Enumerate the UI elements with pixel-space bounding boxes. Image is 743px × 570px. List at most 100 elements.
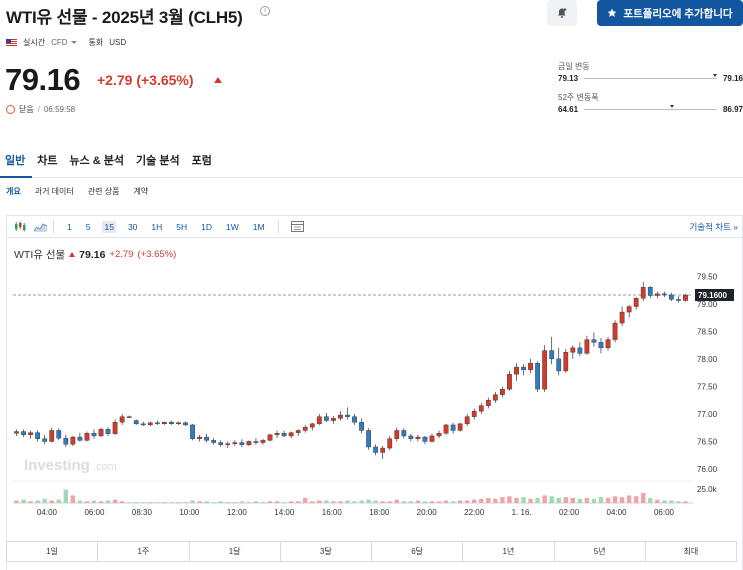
volume-bar [296,501,301,503]
period-6m[interactable]: 6달 [372,542,464,561]
y-tick-label: 76.00 [697,465,718,474]
volume-bar [28,501,33,503]
volume-bar [253,501,259,503]
add-to-portfolio-button[interactable]: 포트폴리오에 추가합니다 [597,0,743,26]
candle-body [352,416,357,423]
volume-bar [49,500,54,503]
chart-toolbar: 1 5 15 30 1H 5H 1D 1W 1M 기술적 차트 » [7,216,743,238]
volume-bar [21,499,26,503]
volume-tick-label: 25.0k [697,485,718,494]
area-chart-icon[interactable] [33,221,47,233]
x-tick-label: 16:00 [322,508,343,517]
candle-body [443,424,449,434]
last-price: 79.16 [5,62,81,97]
interval-1m[interactable]: 1M [252,221,265,232]
interval-1[interactable]: 1 [67,221,72,232]
period-5y[interactable]: 5년 [555,542,646,561]
volume-bar [401,501,406,503]
chart-price: 79.16 [79,248,106,261]
day-high: 79.16 [722,74,743,83]
x-tick-label: 06:00 [654,508,675,517]
candle-body [56,430,62,439]
candle-body [521,366,526,371]
period-1m[interactable]: 1달 [190,542,281,561]
candle-body [640,287,646,299]
x-tick-label: 14:00 [274,508,295,517]
interval-5h[interactable]: 5H [176,221,188,232]
up-triangle-icon [69,252,76,257]
x-tick-label: 20:00 [417,508,438,517]
candle-body [591,339,597,343]
interval-1d[interactable]: 1D [201,221,213,232]
interval-1h[interactable]: 1H [151,221,163,232]
x-tick-label: 02:00 [559,508,580,517]
volume-bar [162,502,167,503]
candle-body [661,293,667,296]
candle-body [105,429,111,434]
candle-body [500,388,505,395]
volume-bar [56,499,61,503]
volume-bar [303,497,308,503]
info-icon[interactable]: i [260,6,270,16]
period-1y[interactable]: 1년 [463,542,555,561]
volume-bar [232,502,237,503]
volume-bar [612,496,618,503]
volume-bar [183,502,188,503]
interval-5[interactable]: 5 [85,221,91,232]
volume-bar [98,501,104,503]
volume-bar [345,500,350,503]
candle-body [162,421,167,425]
period-3m[interactable]: 3달 [281,542,372,561]
tab-chart[interactable]: 차트 [37,155,58,167]
chart-change-pct: (+3.65%) [137,249,177,260]
subtab-contract[interactable]: 계약 [133,187,149,196]
period-1d[interactable]: 1일 [7,542,99,561]
subtab-overview[interactable]: 개요 [6,187,21,196]
tab-forum[interactable]: 포럼 [191,155,212,167]
volume-bar [570,497,575,503]
volume-bar [14,500,19,503]
candle-body [246,441,252,445]
period-1w[interactable]: 1주 [98,542,190,561]
chevron-down-icon [70,41,77,44]
interval-1w[interactable]: 1W [226,221,239,232]
volume-bar [373,500,378,503]
current-price-label: 79.1600 [698,291,727,300]
candle-body [154,422,160,425]
volume-bar [211,502,216,503]
week52-range-bar [584,105,717,110]
volume-bar [514,497,519,503]
tab-news[interactable]: 뉴스 & 분석 [69,155,125,167]
interval-30[interactable]: 30 [127,221,138,232]
candlestick-icon[interactable] [13,221,27,233]
volume-bar [190,500,195,503]
add-alert-button[interactable] [547,0,577,26]
volume-bar [70,495,76,503]
candle-body [584,339,590,354]
volume-bar [317,500,322,503]
subtab-related[interactable]: 관련 상품 [87,187,120,196]
candle-body [197,436,202,439]
volume-bar [465,500,470,503]
interval-15[interactable]: 15 [102,220,116,233]
volume-bar [42,498,47,503]
candle-body [331,418,336,421]
subtab-history[interactable]: 과거 데이터 [34,187,74,196]
y-tick-label: 78.50 [697,327,718,336]
quote-meta: 실시간 CFD 통화 USD [6,37,126,48]
volume-bar [472,499,477,503]
candle-body [408,435,414,439]
candle-body [471,410,477,417]
period-max[interactable]: 최대 [683,547,699,556]
tab-technical[interactable]: 기술 분석 [136,155,180,167]
price-chart[interactable]: Investing .com 79.50 79.00 78.50 78.00 77.50 77… [7,216,742,542]
candle-body [683,294,688,301]
table-icon[interactable] [291,221,305,233]
volume-bar [176,502,181,503]
technical-chart-link[interactable]: 기술적 차트 » [689,222,738,232]
cfd-dropdown[interactable]: CFD [51,38,77,47]
candle-body [112,421,118,434]
up-arrow-icon [214,77,222,83]
chart-header: WTI유 선물 79.16 +2.79 (+3.65%) [14,247,176,262]
tab-general[interactable]: 일반 [0,148,33,178]
